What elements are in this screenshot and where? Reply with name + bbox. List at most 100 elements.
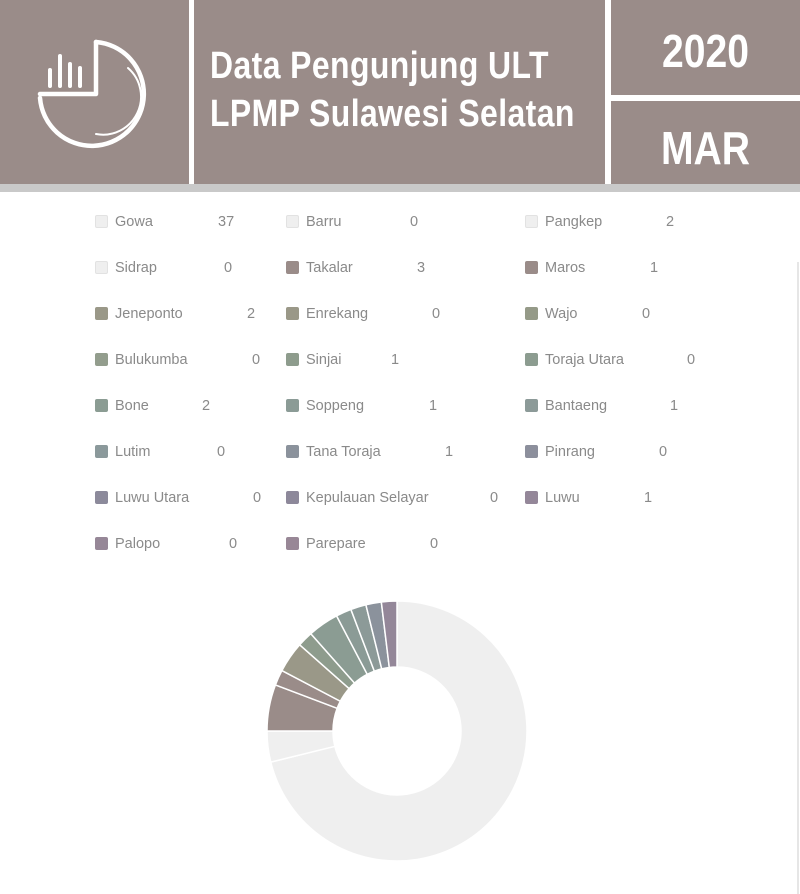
doughnut-chart — [266, 600, 528, 862]
legend-label: Parepare — [306, 536, 366, 552]
legend-swatch — [525, 307, 538, 320]
legend-item[interactable]: Wajo 0 — [525, 305, 755, 325]
legend-value: 0 — [224, 260, 233, 276]
legend-item[interactable]: Luwu 1 — [525, 489, 755, 509]
legend-swatch — [95, 353, 108, 366]
legend-label: Sinjai — [306, 352, 342, 368]
legend-label: Jeneponto — [115, 306, 183, 322]
month-panel: MAR — [611, 101, 800, 184]
legend-value: 37 — [218, 214, 235, 230]
header-divider — [0, 184, 800, 192]
legend-value: 1 — [429, 398, 438, 414]
legend-value: 0 — [229, 536, 238, 552]
legend-item[interactable]: Bulukumba 0 — [95, 351, 325, 371]
legend-value: 0 — [687, 352, 696, 368]
legend-item[interactable]: Barru 0 — [286, 213, 516, 233]
legend-label: Luwu Utara — [115, 490, 190, 506]
legend-label: Tana Toraja — [306, 444, 381, 460]
legend-value: 2 — [202, 398, 211, 414]
legend-swatch — [95, 399, 108, 412]
legend-value: 0 — [252, 352, 261, 368]
legend-item[interactable]: Lutim 0 — [95, 443, 325, 463]
legend-swatch — [525, 215, 538, 228]
legend-swatch — [95, 445, 108, 458]
legend-value: 1 — [650, 260, 659, 276]
title-line-1: Data Pengunjung ULT — [210, 45, 549, 87]
legend-label: Pangkep — [545, 214, 603, 230]
month-label: MAR — [660, 122, 751, 174]
page-divider — [797, 262, 799, 894]
legend-swatch — [95, 491, 108, 504]
legend-value: 0 — [432, 306, 441, 322]
legend-label: Kepulauan Selayar — [306, 490, 429, 506]
legend-item[interactable]: Bone 2 — [95, 397, 325, 417]
legend-value: 2 — [666, 214, 675, 230]
legend-swatch — [95, 307, 108, 320]
legend-value: 0 — [410, 214, 419, 230]
title-panel: Data Pengunjung ULT LPMP Sulawesi Selata… — [194, 0, 605, 184]
legend-label: Toraja Utara — [545, 352, 624, 368]
legend-item[interactable]: Tana Toraja 1 — [286, 443, 516, 463]
legend-swatch — [286, 445, 299, 458]
legend-label: Barru — [306, 214, 342, 230]
year-panel: 2020 — [611, 0, 800, 95]
legend-value: 0 — [490, 490, 499, 506]
legend-swatch — [286, 215, 299, 228]
legend-item[interactable]: Luwu Utara 0 — [95, 489, 325, 509]
legend-item[interactable]: Sidrap 0 — [95, 259, 325, 279]
legend-swatch — [95, 537, 108, 550]
legend-item[interactable]: Soppeng 1 — [286, 397, 516, 417]
legend-item[interactable]: Jeneponto 2 — [95, 305, 325, 325]
legend-value: 0 — [659, 444, 668, 460]
legend-value: 0 — [217, 444, 226, 460]
legend-swatch — [286, 491, 299, 504]
legend-swatch — [286, 261, 299, 274]
legend-item[interactable]: Palopo 0 — [95, 535, 325, 555]
legend-item[interactable]: Pinrang 0 — [525, 443, 755, 463]
legend-value: 0 — [253, 490, 262, 506]
legend-swatch — [525, 261, 538, 274]
legend-label: Enrekang — [306, 306, 369, 322]
title-line-2: LPMP Sulawesi Selatan — [210, 93, 575, 135]
legend-value: 0 — [642, 306, 651, 322]
legend-swatch — [286, 353, 299, 366]
legend-item[interactable]: Gowa 37 — [95, 213, 325, 233]
legend-item[interactable]: Parepare 0 — [286, 535, 516, 555]
legend-item[interactable]: Enrekang 0 — [286, 305, 516, 325]
legend-label: Lutim — [115, 444, 151, 460]
year-label: 2020 — [662, 25, 749, 77]
legend-item[interactable]: Kepulauan Selayar 0 — [286, 489, 516, 509]
legend-value: 1 — [445, 444, 454, 460]
legend-value: 1 — [644, 490, 653, 506]
legend-item[interactable]: Maros 1 — [525, 259, 755, 279]
legend-swatch — [525, 353, 538, 366]
legend-swatch — [525, 491, 538, 504]
legend-swatch — [95, 215, 108, 228]
legend-swatch — [95, 261, 108, 274]
legend-label: Maros — [545, 260, 586, 276]
legend-label: Wajo — [545, 306, 578, 322]
legend-label: Takalar — [306, 260, 353, 276]
legend-swatch — [286, 307, 299, 320]
pie-slice[interactable] — [269, 600, 528, 862]
legend-item[interactable]: Toraja Utara 0 — [525, 351, 755, 371]
page-title: Data Pengunjung ULT LPMP Sulawesi Selata… — [210, 42, 575, 138]
legend-value: 1 — [391, 352, 400, 368]
header: Data Pengunjung ULT LPMP Sulawesi Selata… — [0, 0, 800, 196]
legend-item[interactable]: Sinjai 1 — [286, 351, 516, 371]
legend-item[interactable]: Bantaeng 1 — [525, 397, 755, 417]
legend-label: Bone — [115, 398, 149, 414]
legend-value: 2 — [247, 306, 256, 322]
legend-item[interactable]: Takalar 3 — [286, 259, 516, 279]
pie-slice[interactable] — [380, 600, 398, 669]
legend-label: Luwu — [545, 490, 580, 506]
legend-value: 1 — [670, 398, 679, 414]
legend-item[interactable]: Pangkep 2 — [525, 213, 755, 233]
legend-value: 3 — [417, 260, 426, 276]
logo-panel — [0, 0, 189, 184]
legend-label: Gowa — [115, 214, 153, 230]
legend-label: Sidrap — [115, 260, 157, 276]
legend-swatch — [286, 399, 299, 412]
chart-clock-icon — [37, 39, 147, 149]
legend-swatch — [525, 399, 538, 412]
